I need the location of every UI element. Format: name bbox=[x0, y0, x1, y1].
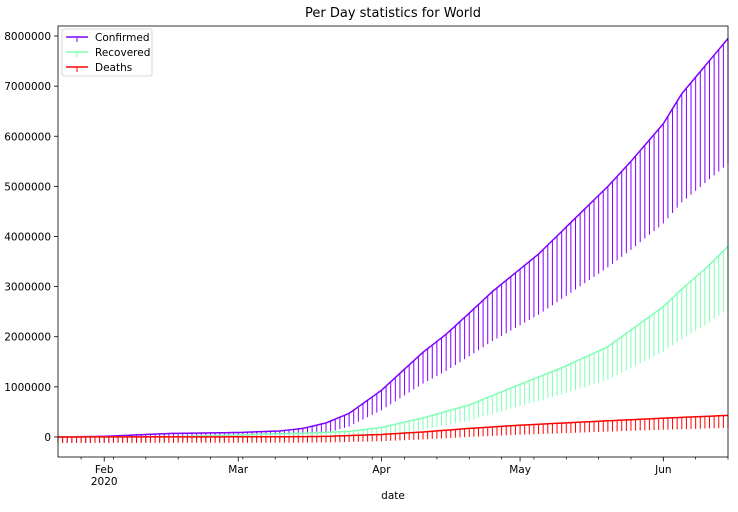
x-tick-label: Feb bbox=[95, 464, 114, 476]
legend-item: Deaths bbox=[66, 62, 132, 74]
y-tick-label: 2000000 bbox=[4, 332, 51, 344]
legend-label: Deaths bbox=[95, 62, 132, 74]
legend-label: Confirmed bbox=[95, 32, 150, 44]
x-axis-label: date bbox=[381, 490, 405, 502]
plot-frame bbox=[57, 25, 729, 458]
legend-label: Recovered bbox=[95, 47, 150, 59]
x-tick-label: Jun bbox=[654, 464, 671, 476]
series-recovered bbox=[57, 245, 729, 443]
y-tick-label: 0 bbox=[44, 432, 51, 444]
legend-item: Recovered bbox=[66, 47, 150, 59]
series-line bbox=[57, 245, 729, 438]
y-tick-label: 7000000 bbox=[4, 81, 51, 93]
x-tick-sublabel: 2020 bbox=[91, 476, 118, 488]
legend-item: Confirmed bbox=[66, 32, 150, 44]
y-axis: 0 1000000 2000000 3000000 4000000 5000000 6000… bbox=[4, 31, 58, 444]
y-tick-label: 1000000 bbox=[4, 382, 51, 394]
x-tick-label: Mar bbox=[228, 464, 248, 476]
series-line bbox=[57, 38, 729, 438]
y-tick-label: 4000000 bbox=[4, 231, 51, 243]
x-tick-label: May bbox=[509, 464, 531, 476]
legend-box bbox=[61, 28, 153, 77]
series-confirmed bbox=[57, 38, 729, 443]
series-line bbox=[58, 414, 729, 438]
legend: Confirmed Recovered Deaths bbox=[61, 28, 153, 77]
y-tick-label: 5000000 bbox=[4, 181, 51, 193]
plot-area bbox=[57, 38, 729, 443]
y-tick-label: 8000000 bbox=[4, 31, 51, 43]
series-deaths bbox=[57, 414, 729, 443]
x-tick-label: Apr bbox=[372, 464, 391, 476]
y-tick-label: 6000000 bbox=[4, 131, 51, 143]
y-tick-label: 3000000 bbox=[4, 282, 51, 294]
chart-title: Per Day statistics for World bbox=[305, 6, 481, 21]
